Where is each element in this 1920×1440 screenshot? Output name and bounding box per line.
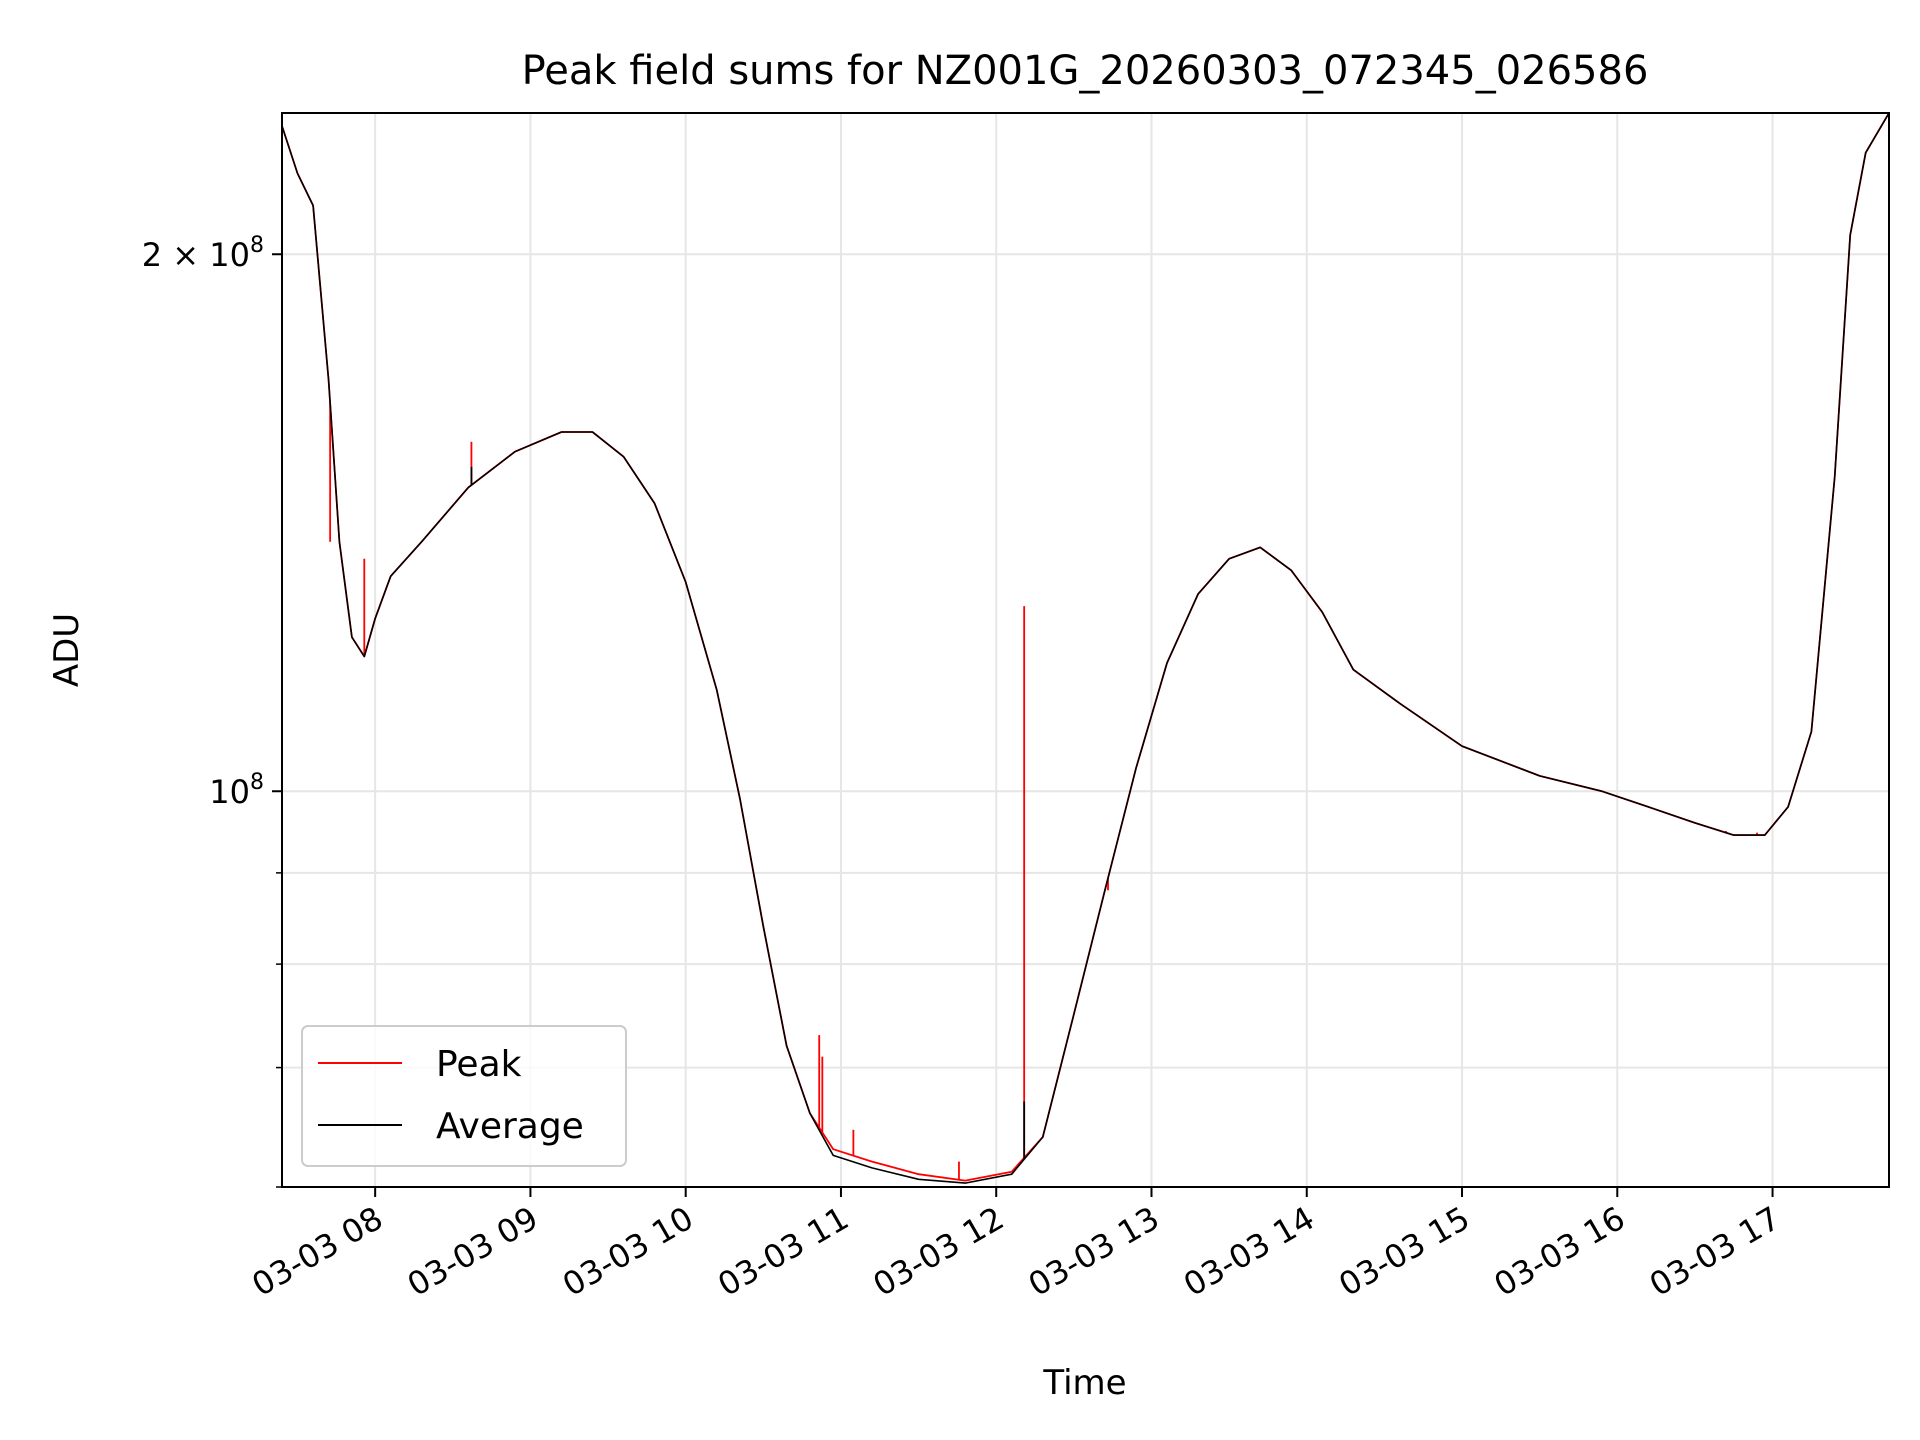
plot-frame xyxy=(281,112,1890,1188)
legend-label-peak: Peak xyxy=(436,1044,522,1085)
series-line-average xyxy=(281,112,1890,1184)
legend: Peak Average xyxy=(301,1025,627,1167)
y-tick-label: 2 × 108 xyxy=(142,233,264,274)
series-layer xyxy=(281,112,1890,1184)
x-axis-label: Time xyxy=(1042,1363,1126,1403)
chart-title: Peak field sums for NZ001G_20260303_0723… xyxy=(522,48,1649,94)
y-axis-label: ADU xyxy=(47,613,87,687)
legend-label-average: Average xyxy=(436,1106,584,1147)
legend-box xyxy=(301,1025,627,1167)
